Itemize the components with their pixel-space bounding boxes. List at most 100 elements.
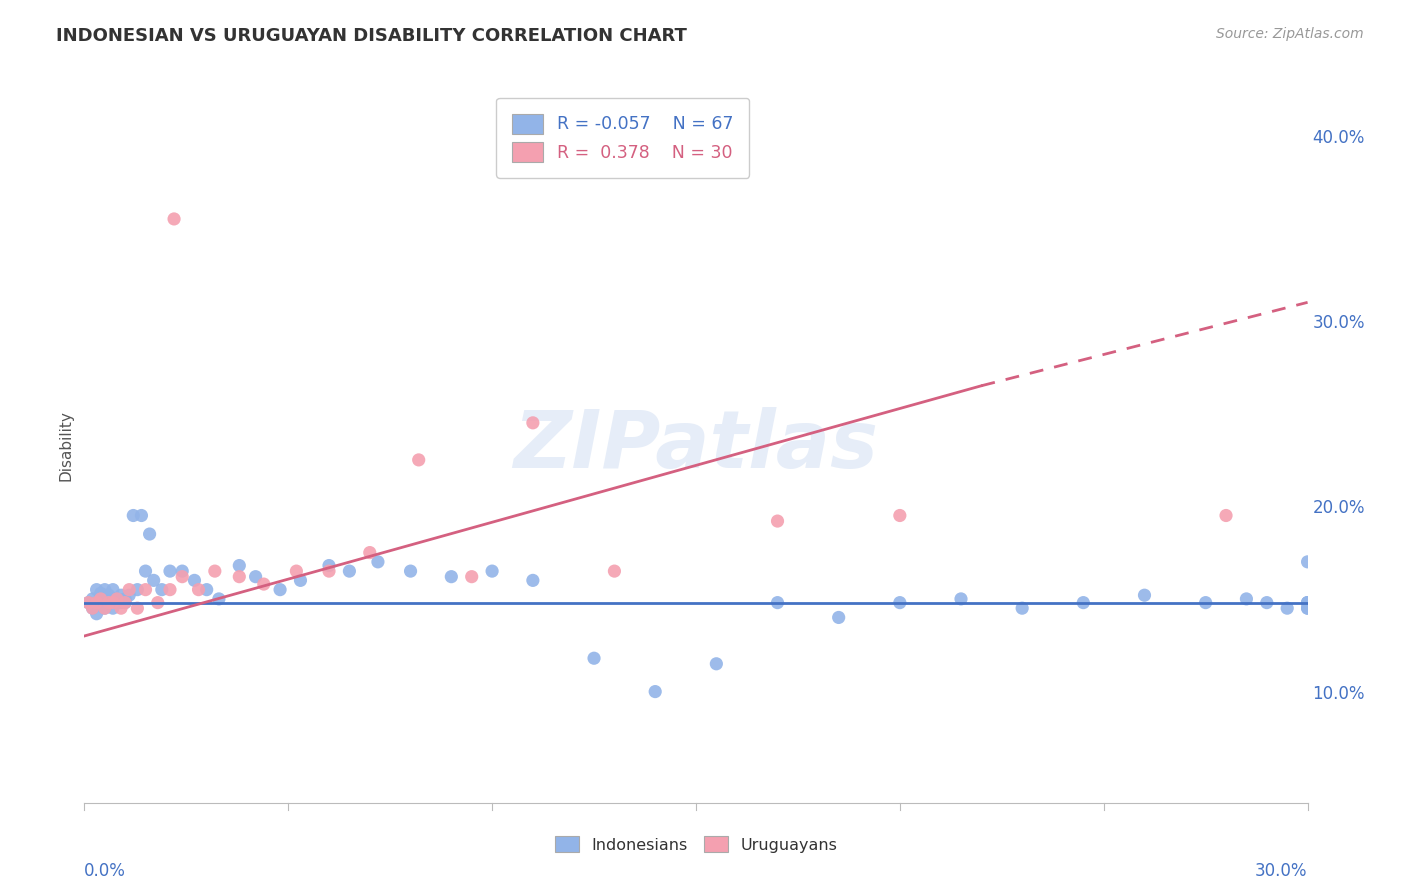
Point <box>86 596 108 610</box>
Point <box>183 574 205 588</box>
Point <box>159 564 181 578</box>
Point <box>583 651 606 665</box>
Point <box>150 582 173 597</box>
Point <box>228 569 250 583</box>
Point <box>105 591 128 606</box>
Point <box>127 601 149 615</box>
Point <box>1296 555 1319 569</box>
Point <box>122 508 145 523</box>
Point <box>318 564 340 578</box>
Point <box>135 582 157 597</box>
Point <box>1296 596 1319 610</box>
Point <box>285 564 308 578</box>
Point <box>603 564 626 578</box>
Point <box>1296 596 1319 610</box>
Point <box>118 588 141 602</box>
Point <box>131 508 153 523</box>
Point <box>114 596 136 610</box>
Point <box>138 527 160 541</box>
Point <box>1236 591 1258 606</box>
Point <box>142 574 165 588</box>
Point <box>766 596 789 610</box>
Point <box>82 601 104 615</box>
Point <box>127 582 149 597</box>
Point <box>90 586 112 600</box>
Point <box>1215 508 1237 523</box>
Point <box>77 596 100 610</box>
Point <box>889 508 911 523</box>
Point <box>86 582 108 597</box>
Point <box>118 582 141 597</box>
Point <box>101 596 124 610</box>
Point <box>253 577 276 591</box>
Point <box>110 596 132 610</box>
Point <box>172 569 194 583</box>
Point <box>86 607 108 621</box>
Point <box>766 514 789 528</box>
Point <box>644 684 666 698</box>
Point <box>159 582 181 597</box>
Point <box>195 582 218 597</box>
Point <box>114 591 136 606</box>
Point <box>1296 601 1319 615</box>
Point <box>1133 588 1156 602</box>
Point <box>208 591 231 606</box>
Point <box>110 601 132 615</box>
Point <box>187 582 209 597</box>
Text: ZIPatlas: ZIPatlas <box>513 407 879 485</box>
Point <box>1296 596 1319 610</box>
Point <box>290 574 312 588</box>
Point <box>1277 601 1299 615</box>
Point <box>889 596 911 610</box>
Point <box>97 596 120 610</box>
Point <box>399 564 422 578</box>
Point <box>1073 596 1095 610</box>
Point <box>359 545 381 559</box>
Point <box>86 596 108 610</box>
Text: 30.0%: 30.0% <box>1256 862 1308 880</box>
Point <box>97 588 120 602</box>
Point <box>950 591 973 606</box>
Point <box>461 569 484 583</box>
Text: INDONESIAN VS URUGUAYAN DISABILITY CORRELATION CHART: INDONESIAN VS URUGUAYAN DISABILITY CORRE… <box>56 27 688 45</box>
Point <box>408 453 430 467</box>
Point <box>90 598 112 612</box>
Point <box>1011 601 1033 615</box>
Point <box>828 610 851 624</box>
Point <box>77 596 100 610</box>
Point <box>93 601 117 615</box>
Point <box>101 601 124 615</box>
Point <box>90 591 112 606</box>
Point <box>440 569 463 583</box>
Point <box>204 564 226 578</box>
Point <box>135 564 157 578</box>
Point <box>318 558 340 573</box>
Point <box>172 564 194 578</box>
Point <box>93 582 117 597</box>
Point <box>339 564 361 578</box>
Point <box>93 588 117 602</box>
Point <box>82 601 104 615</box>
Point <box>101 582 124 597</box>
Text: Source: ZipAtlas.com: Source: ZipAtlas.com <box>1216 27 1364 41</box>
Point <box>706 657 728 671</box>
Point <box>105 596 128 610</box>
Point <box>228 558 250 573</box>
Y-axis label: Disability: Disability <box>58 410 73 482</box>
Point <box>101 591 124 606</box>
Point <box>146 596 169 610</box>
Point <box>82 591 104 606</box>
Point <box>1195 596 1218 610</box>
Point <box>105 591 128 606</box>
Point <box>481 564 503 578</box>
Point <box>90 591 112 606</box>
Point <box>114 596 136 610</box>
Point <box>522 574 544 588</box>
Point <box>110 588 132 602</box>
Point <box>163 211 186 226</box>
Point <box>269 582 291 597</box>
Point <box>1296 601 1319 615</box>
Point <box>245 569 267 583</box>
Point <box>522 416 544 430</box>
Legend: Indonesians, Uruguayans: Indonesians, Uruguayans <box>548 830 844 859</box>
